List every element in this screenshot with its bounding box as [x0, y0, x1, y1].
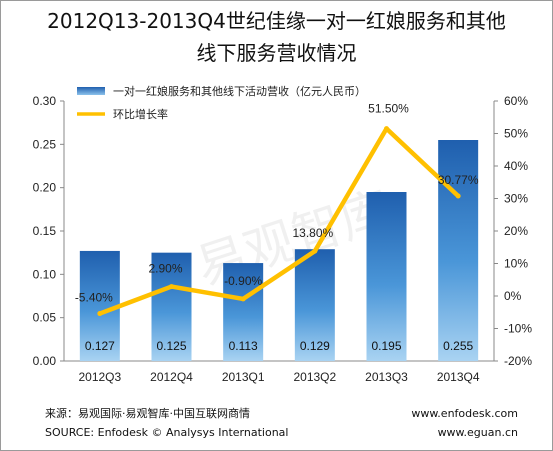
bar-value-label: 0.255 — [443, 339, 473, 353]
x-tick-label: 2012Q3 — [78, 370, 121, 384]
growth-rate-label: -0.90% — [224, 274, 262, 288]
bar-value-label: 0.127 — [85, 339, 115, 353]
y-right-tick-label: 40% — [504, 159, 528, 173]
growth-rate-label: 30.77% — [438, 173, 479, 187]
y-left-tick-label: 0.30 — [33, 94, 57, 108]
bar-2013Q1 — [223, 263, 264, 361]
bar-2012Q4 — [151, 252, 192, 361]
y-left-tick-label: 0.20 — [33, 181, 57, 195]
bar-2013Q2 — [294, 249, 335, 361]
x-tick-label: 2013Q2 — [293, 370, 336, 384]
y-right-tick-label: 30% — [504, 192, 528, 206]
y-right-tick-label: -20% — [504, 354, 532, 368]
bar-2013Q3 — [366, 192, 407, 361]
legend-label-line: 环比增长率 — [113, 107, 168, 121]
y-right-tick-label: 0% — [504, 289, 522, 303]
chart-title-line2: 线下服务营收情况 — [196, 41, 357, 65]
y-right-tick-label: 20% — [504, 224, 528, 238]
growth-rate-line — [97, 126, 461, 316]
legend-label-bars: 一对一红娘服务和其他线下活动营收（亿元人民币） — [113, 84, 366, 98]
footer-source-en: SOURCE: Enfodesk © Analysys Internationa… — [45, 426, 289, 439]
y-left-tick-label: 0.05 — [33, 311, 57, 325]
y-left-tick-label: 0.15 — [33, 224, 57, 238]
growth-rate-point — [384, 126, 389, 132]
y-left-tick-label: 0.00 — [33, 354, 57, 368]
x-tick-label: 2012Q4 — [150, 370, 193, 384]
bar-value-label: 0.129 — [300, 339, 330, 353]
growth-rate-point — [455, 193, 461, 199]
growth-rate-point — [97, 311, 103, 317]
bar-2013Q4 — [438, 140, 479, 361]
bar-value-label: 0.125 — [156, 339, 186, 353]
growth-rate-point — [312, 248, 318, 254]
y-right-tick-label: -10% — [504, 322, 532, 336]
x-tick-label: 2013Q1 — [222, 370, 265, 384]
bar-value-label: 0.195 — [371, 339, 401, 353]
y-left-tick-label: 0.10 — [33, 267, 57, 281]
footer-site-eguan[interactable]: www.eguan.cn — [437, 426, 518, 439]
growth-rate-label: -5.40% — [75, 291, 113, 305]
y-right-tick-label: 50% — [504, 127, 528, 141]
y-right-tick-label: 10% — [504, 257, 528, 271]
growth-rate-label: 13.80% — [292, 226, 333, 240]
footer-source-cn: 来源：易观国际·易观智库·中国互联网商情 — [45, 407, 250, 420]
y-left-tick-label: 0.25 — [33, 137, 57, 151]
x-tick-label: 2013Q3 — [365, 370, 408, 384]
growth-rate-label: 2.90% — [148, 262, 182, 276]
bar-value-label: 0.113 — [229, 339, 258, 353]
y-right-tick-label: 60% — [504, 94, 528, 108]
chart-svg: 易观智库 0.000.050.100.150.200.250.30-20%-10… — [33, 84, 533, 384]
bar-2012Q3 — [79, 250, 120, 361]
chart-title-line1: 2012Q13-2013Q4世纪佳缘一对一红娘服务和其他 — [47, 9, 506, 33]
growth-rate-label: 51.50% — [368, 102, 409, 116]
footer-site-enfodesk[interactable]: www.enfodesk.com — [411, 407, 518, 420]
growth-rate-point — [169, 284, 174, 290]
legend-swatch-bars — [77, 87, 105, 95]
x-tick-label: 2013Q4 — [437, 370, 480, 384]
growth-rate-point — [240, 296, 246, 302]
